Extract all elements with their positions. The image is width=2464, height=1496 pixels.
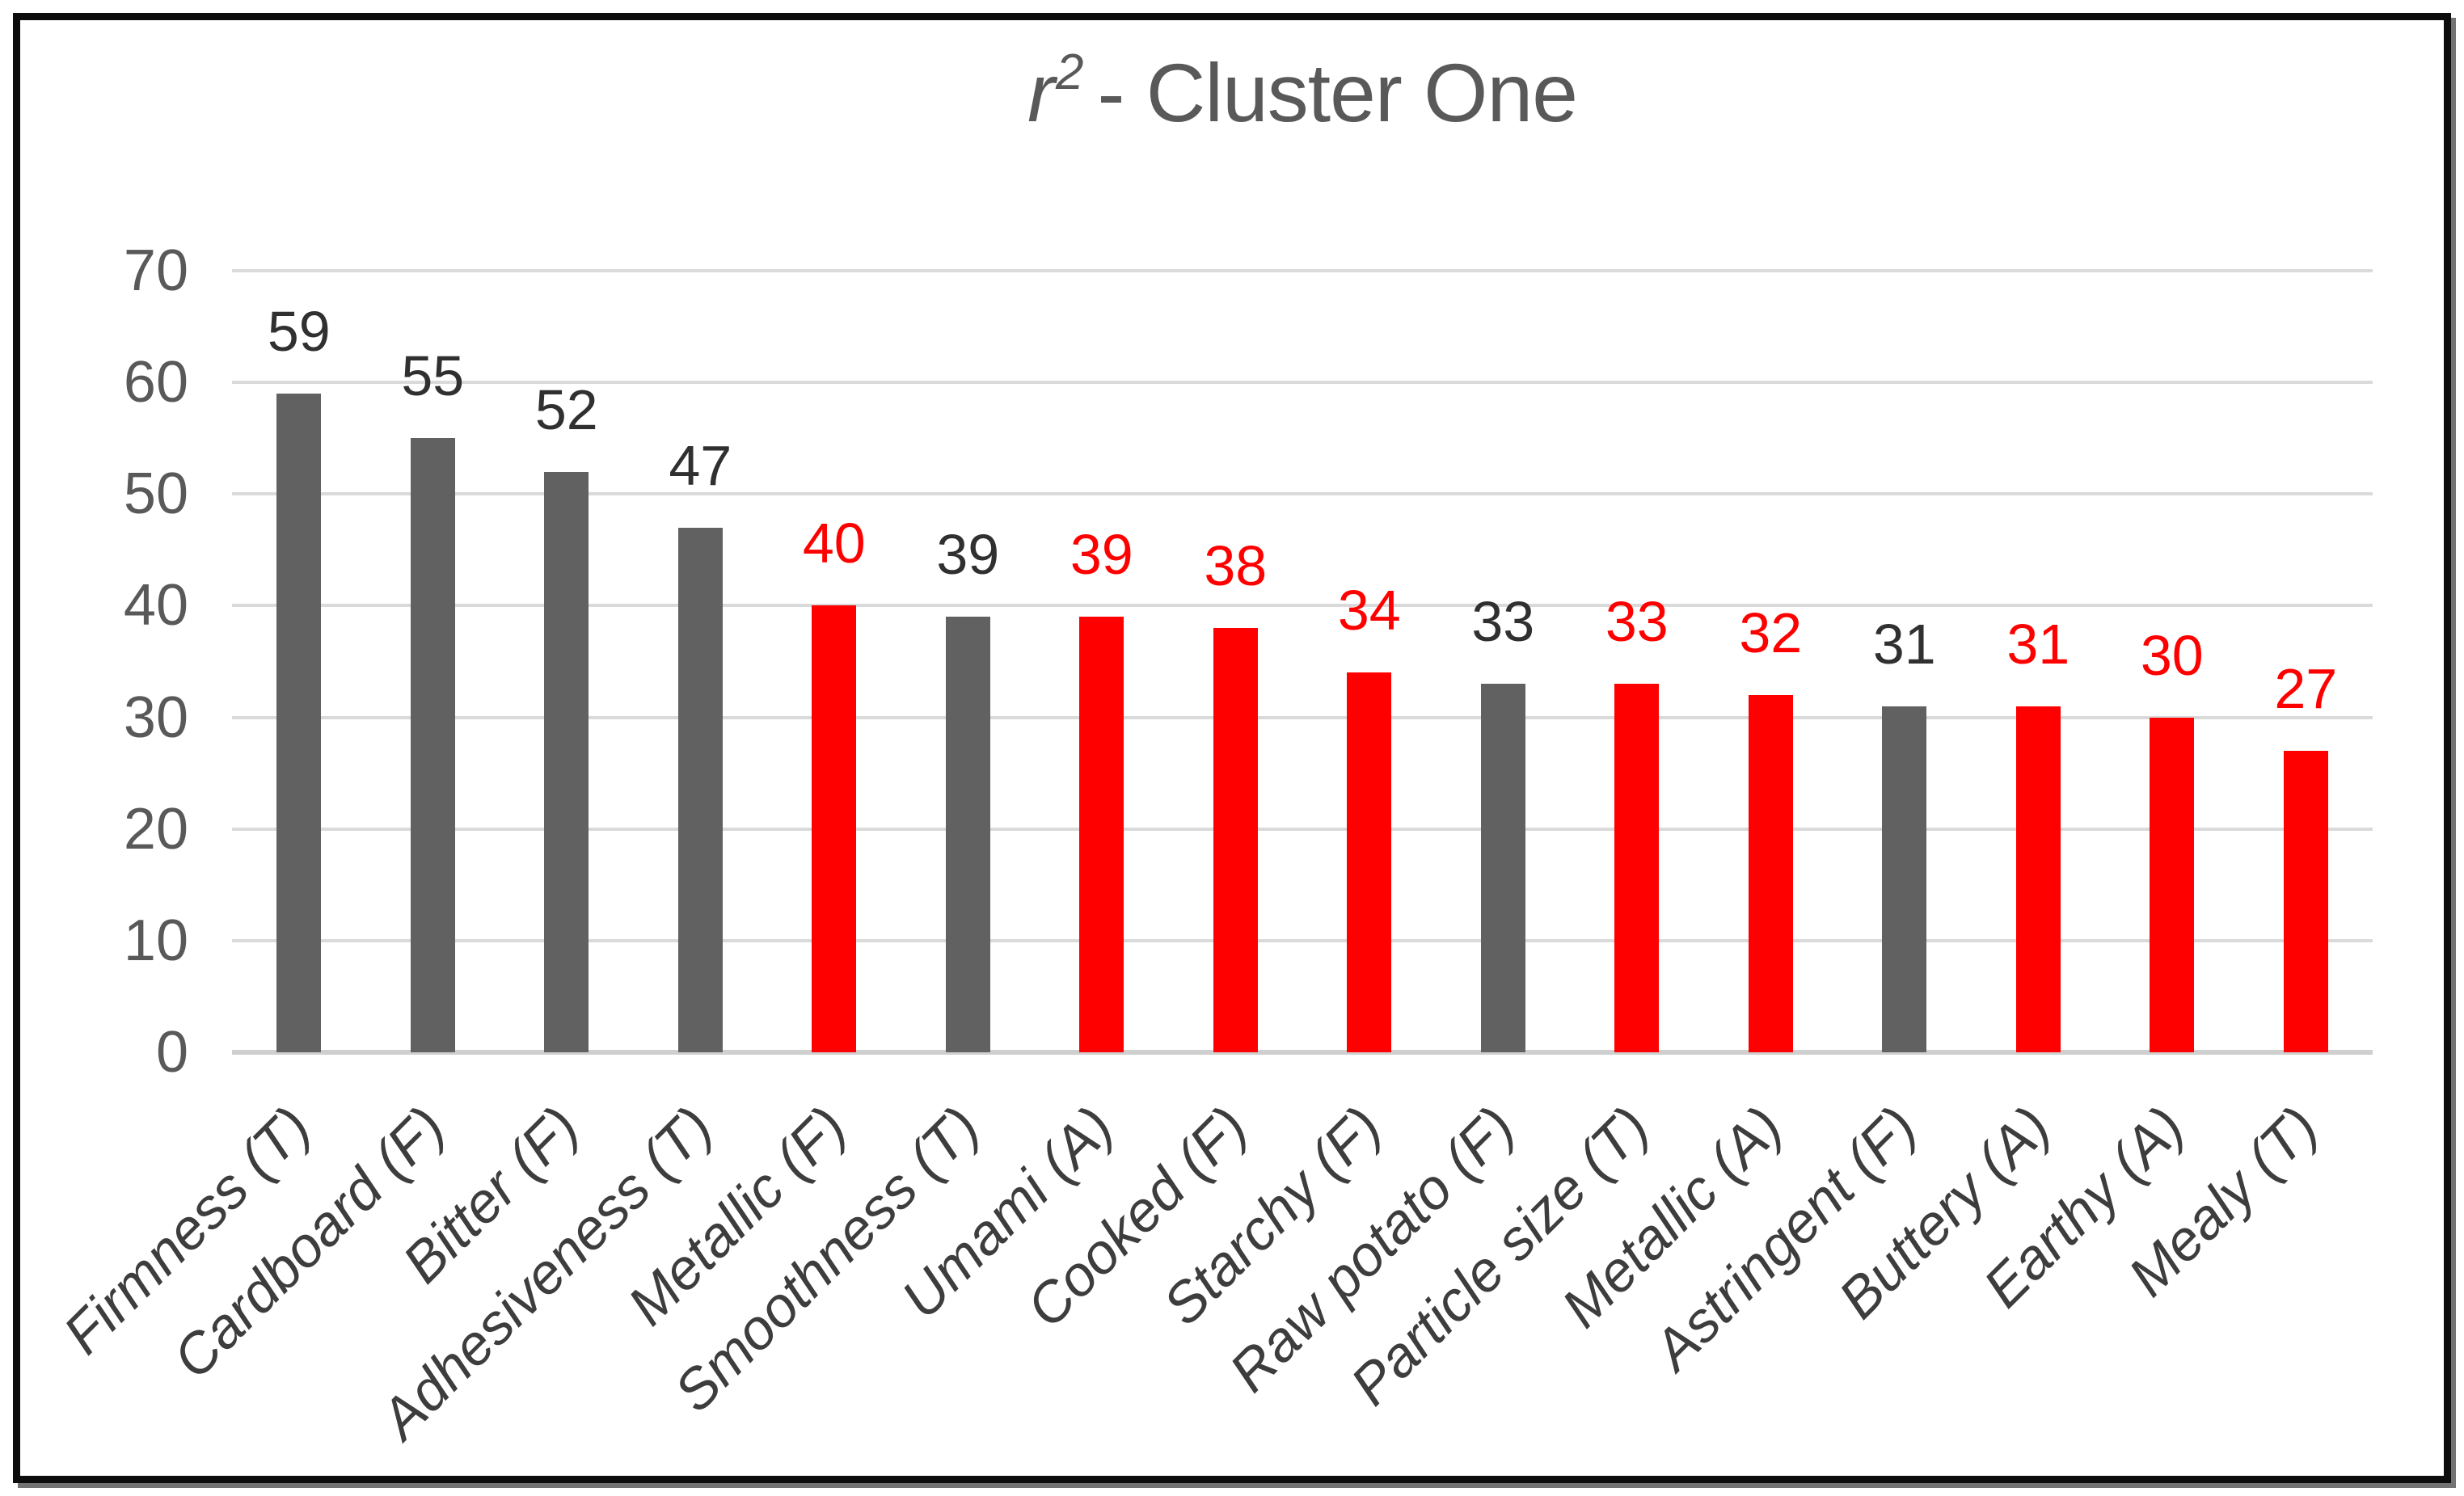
y-tick-label-50: 50: [123, 461, 188, 527]
bar-cooked-f: [1213, 628, 1258, 1052]
bar-value-particle-size-t: 33: [1605, 590, 1669, 654]
bar-value-raw-potato-f: 33: [1471, 590, 1535, 654]
bar-adhesiveness-t: [677, 527, 723, 1052]
bar-value-smoothness-t: 39: [936, 523, 1000, 587]
bar-firmness-t: [276, 393, 322, 1052]
y-tick-label-20: 20: [123, 796, 188, 862]
bar-starchy-f: [1347, 672, 1392, 1052]
bar-earthy-a: [2150, 717, 2195, 1052]
bar-value-umami-a: 39: [1070, 523, 1133, 587]
y-tick-label-70: 70: [123, 238, 188, 303]
bar-value-bitter-f: 52: [534, 377, 598, 441]
gridline-50: [232, 492, 2373, 496]
chart-title-text: - Cluster One: [1097, 47, 1578, 139]
y-tick-label-0: 0: [155, 1020, 188, 1085]
bar-value-mealy-t: 27: [2274, 657, 2338, 720]
bar-astringent-f: [1882, 706, 1927, 1052]
bar-value-firmness-t: 59: [267, 299, 331, 363]
gridline-60: [232, 381, 2373, 385]
chart-title-superscript: 2: [1055, 44, 1083, 100]
bar-value-cardboard-f: 55: [401, 344, 465, 408]
chart-title: r2- Cluster One: [232, 44, 2373, 153]
bar-umami-a: [1079, 617, 1124, 1052]
y-tick-label-30: 30: [123, 685, 188, 750]
bar-value-metallic-a: 32: [1739, 601, 1803, 664]
bar-particle-size-t: [1614, 684, 1660, 1052]
bar-value-starchy-f: 34: [1337, 579, 1401, 643]
bar-value-metallic-f: 40: [802, 512, 866, 575]
bar-cardboard-f: [410, 438, 455, 1052]
bar-value-astringent-f: 31: [1872, 612, 1936, 676]
x-axis-line: [232, 1050, 2373, 1055]
chart-title-r: r: [1027, 47, 1055, 139]
bar-bitter-f: [544, 471, 589, 1052]
bar-value-adhesiveness-t: 47: [669, 433, 732, 497]
bar-metallic-a: [1748, 694, 1793, 1052]
gridline-70: [232, 269, 2373, 272]
bar-metallic-f: [812, 605, 857, 1052]
gridline-30: [232, 715, 2373, 719]
bar-buttery-a: [2015, 706, 2061, 1052]
bar-smoothness-t: [945, 617, 990, 1052]
y-tick-label-40: 40: [123, 573, 188, 638]
y-tick-label-60: 60: [123, 350, 188, 415]
gridline-20: [232, 827, 2373, 831]
bar-value-cooked-f: 38: [1204, 534, 1268, 598]
bar-value-buttery-a: 31: [2006, 612, 2070, 676]
bar-value-earthy-a: 30: [2140, 623, 2204, 687]
y-tick-label-10: 10: [123, 908, 188, 973]
gridline-40: [232, 604, 2373, 608]
bar-raw-potato-f: [1480, 684, 1525, 1052]
gridline-10: [232, 938, 2373, 942]
bar-mealy-t: [2283, 751, 2328, 1052]
